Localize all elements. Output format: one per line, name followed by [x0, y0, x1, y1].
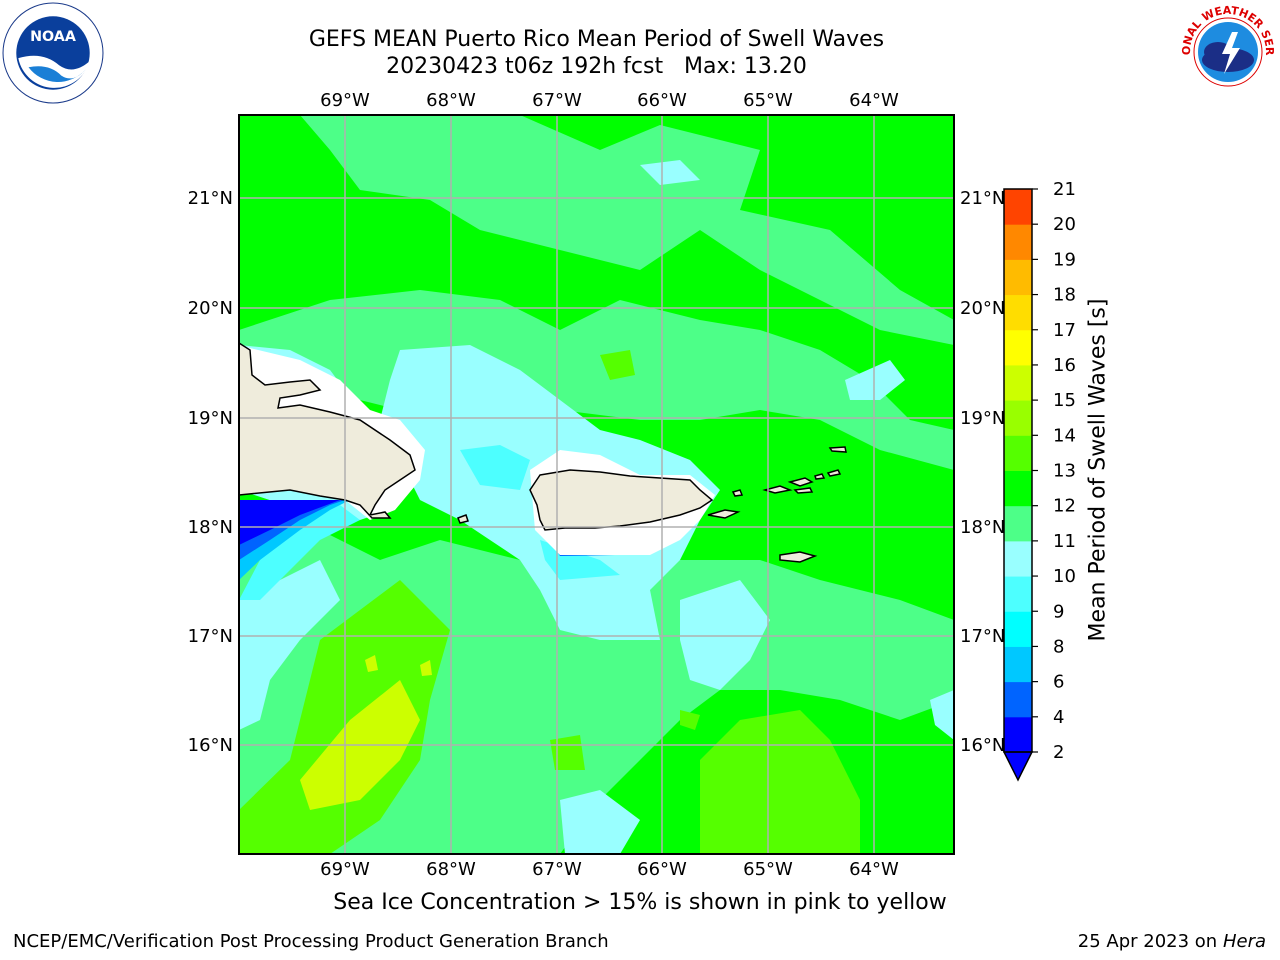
- lat-labels-left: 21°N 20°N 19°N 18°N 17°N 16°N: [188, 188, 233, 756]
- lat-label: 18°N: [188, 517, 233, 538]
- footer-host: Hera: [1222, 931, 1266, 952]
- colorbar-tick-label: 6: [1053, 672, 1064, 693]
- land-masses: [239, 342, 847, 563]
- colorbar-tick-label: 12: [1053, 496, 1076, 517]
- footer-date-text: 25 Apr 2023 on: [1077, 931, 1218, 952]
- colorbar-tick-label: 19: [1053, 249, 1076, 270]
- footer-credit: NCEP/EMC/Verification Post Processing Pr…: [13, 931, 609, 952]
- colorbar-tick-label: 17: [1053, 320, 1076, 341]
- lat-label: 16°N: [188, 735, 233, 756]
- colorbar-segment: [1004, 259, 1032, 296]
- map-gridlines: [239, 115, 954, 854]
- sea-ice-note: Sea Ice Concentration > 15% is shown in …: [333, 890, 947, 915]
- colorbar-tick-label: 11: [1053, 531, 1076, 552]
- footer-date: 25 Apr 2023 on Hera: [1078, 931, 1266, 952]
- colorbar-tick-label: 18: [1053, 285, 1076, 306]
- lat-label: 17°N: [960, 626, 1005, 647]
- colorbar-segment: [1004, 540, 1032, 577]
- lat-label: 18°N: [960, 517, 1005, 538]
- colorbar-segment: [1004, 716, 1032, 753]
- lat-label: 17°N: [188, 626, 233, 647]
- lon-label: 69°W: [320, 90, 370, 111]
- colorbar-tick-label: 14: [1053, 425, 1076, 446]
- colorbar-tick-label: 9: [1053, 601, 1064, 622]
- colorbar-tick-label: 10: [1053, 566, 1076, 587]
- chart-title-line2: 20230423 t06z 192h fcst Max: 13.20: [386, 54, 807, 79]
- colorbar-segment: [1004, 646, 1032, 683]
- lon-label: 68°W: [426, 90, 476, 111]
- lat-label: 20°N: [960, 298, 1005, 319]
- colorbar-label: Mean Period of Swell Waves [s]: [1085, 298, 1111, 642]
- colorbar-tick-label: 13: [1053, 461, 1076, 482]
- map-frame: [238, 114, 955, 855]
- colorbar-tick-label: 15: [1053, 390, 1076, 411]
- colorbar-extend-min: [1002, 751, 1034, 782]
- lat-label: 19°N: [960, 408, 1005, 429]
- colorbar-tick-label: 8: [1053, 636, 1064, 657]
- colorbar-tick-label: 2: [1053, 742, 1064, 763]
- colorbar-tick-label: 20: [1053, 214, 1076, 235]
- lat-label: 21°N: [960, 188, 1005, 209]
- lon-labels-top: 69°W 68°W 67°W 66°W 65°W 64°W: [320, 90, 899, 111]
- lat-labels-right: 21°N 20°N 19°N 18°N 17°N 16°N: [960, 188, 1005, 756]
- nws-logo-icon: NATIONAL WEATHER SERVICE: [1178, 2, 1277, 101]
- colorbar-segment: [1004, 329, 1032, 366]
- lon-label: 64°W: [849, 859, 899, 880]
- colorbar-segment: [1004, 435, 1032, 471]
- lon-label: 65°W: [743, 90, 793, 111]
- colorbar-segment: [1004, 364, 1032, 401]
- svg-text:NOAA: NOAA: [30, 29, 76, 45]
- colorbar-segment: [1004, 470, 1032, 507]
- colorbar-segment: [1004, 400, 1032, 436]
- lon-label: 67°W: [532, 859, 582, 880]
- lon-label: 68°W: [426, 859, 476, 880]
- colorbar-tick-label: 21: [1053, 179, 1076, 200]
- colorbar-tick-label: 16: [1053, 355, 1076, 376]
- colorbar-segment: [1004, 294, 1032, 331]
- lat-label: 20°N: [188, 298, 233, 319]
- lon-label: 65°W: [743, 859, 793, 880]
- lon-label: 67°W: [532, 90, 582, 111]
- colorbar-segment: [1004, 224, 1032, 260]
- lon-label: 64°W: [849, 90, 899, 111]
- lon-labels-bottom: 69°W 68°W 67°W 66°W 65°W 64°W: [320, 859, 899, 880]
- lat-label: 19°N: [188, 408, 233, 429]
- lat-label: 21°N: [188, 188, 233, 209]
- lon-label: 66°W: [637, 90, 687, 111]
- colorbar-segment: [1004, 681, 1032, 718]
- colorbar-tick-label: 4: [1053, 707, 1064, 728]
- lon-label: 69°W: [320, 859, 370, 880]
- colorbar-segment: [1004, 505, 1032, 542]
- colorbar: 2 4 6 8 9 10 11 12 13 14 15 16 17 18 19 20 21: [1002, 179, 1076, 782]
- lat-label: 16°N: [960, 735, 1005, 756]
- noaa-logo-icon: NOAA: [2, 2, 104, 104]
- colorbar-segment: [1004, 611, 1032, 647]
- chart-title-line1: GEFS MEAN Puerto Rico Mean Period of Swe…: [308, 27, 885, 52]
- colorbar-segment: [1004, 576, 1032, 612]
- lon-label: 66°W: [637, 859, 687, 880]
- colorbar-segment: [1004, 189, 1032, 225]
